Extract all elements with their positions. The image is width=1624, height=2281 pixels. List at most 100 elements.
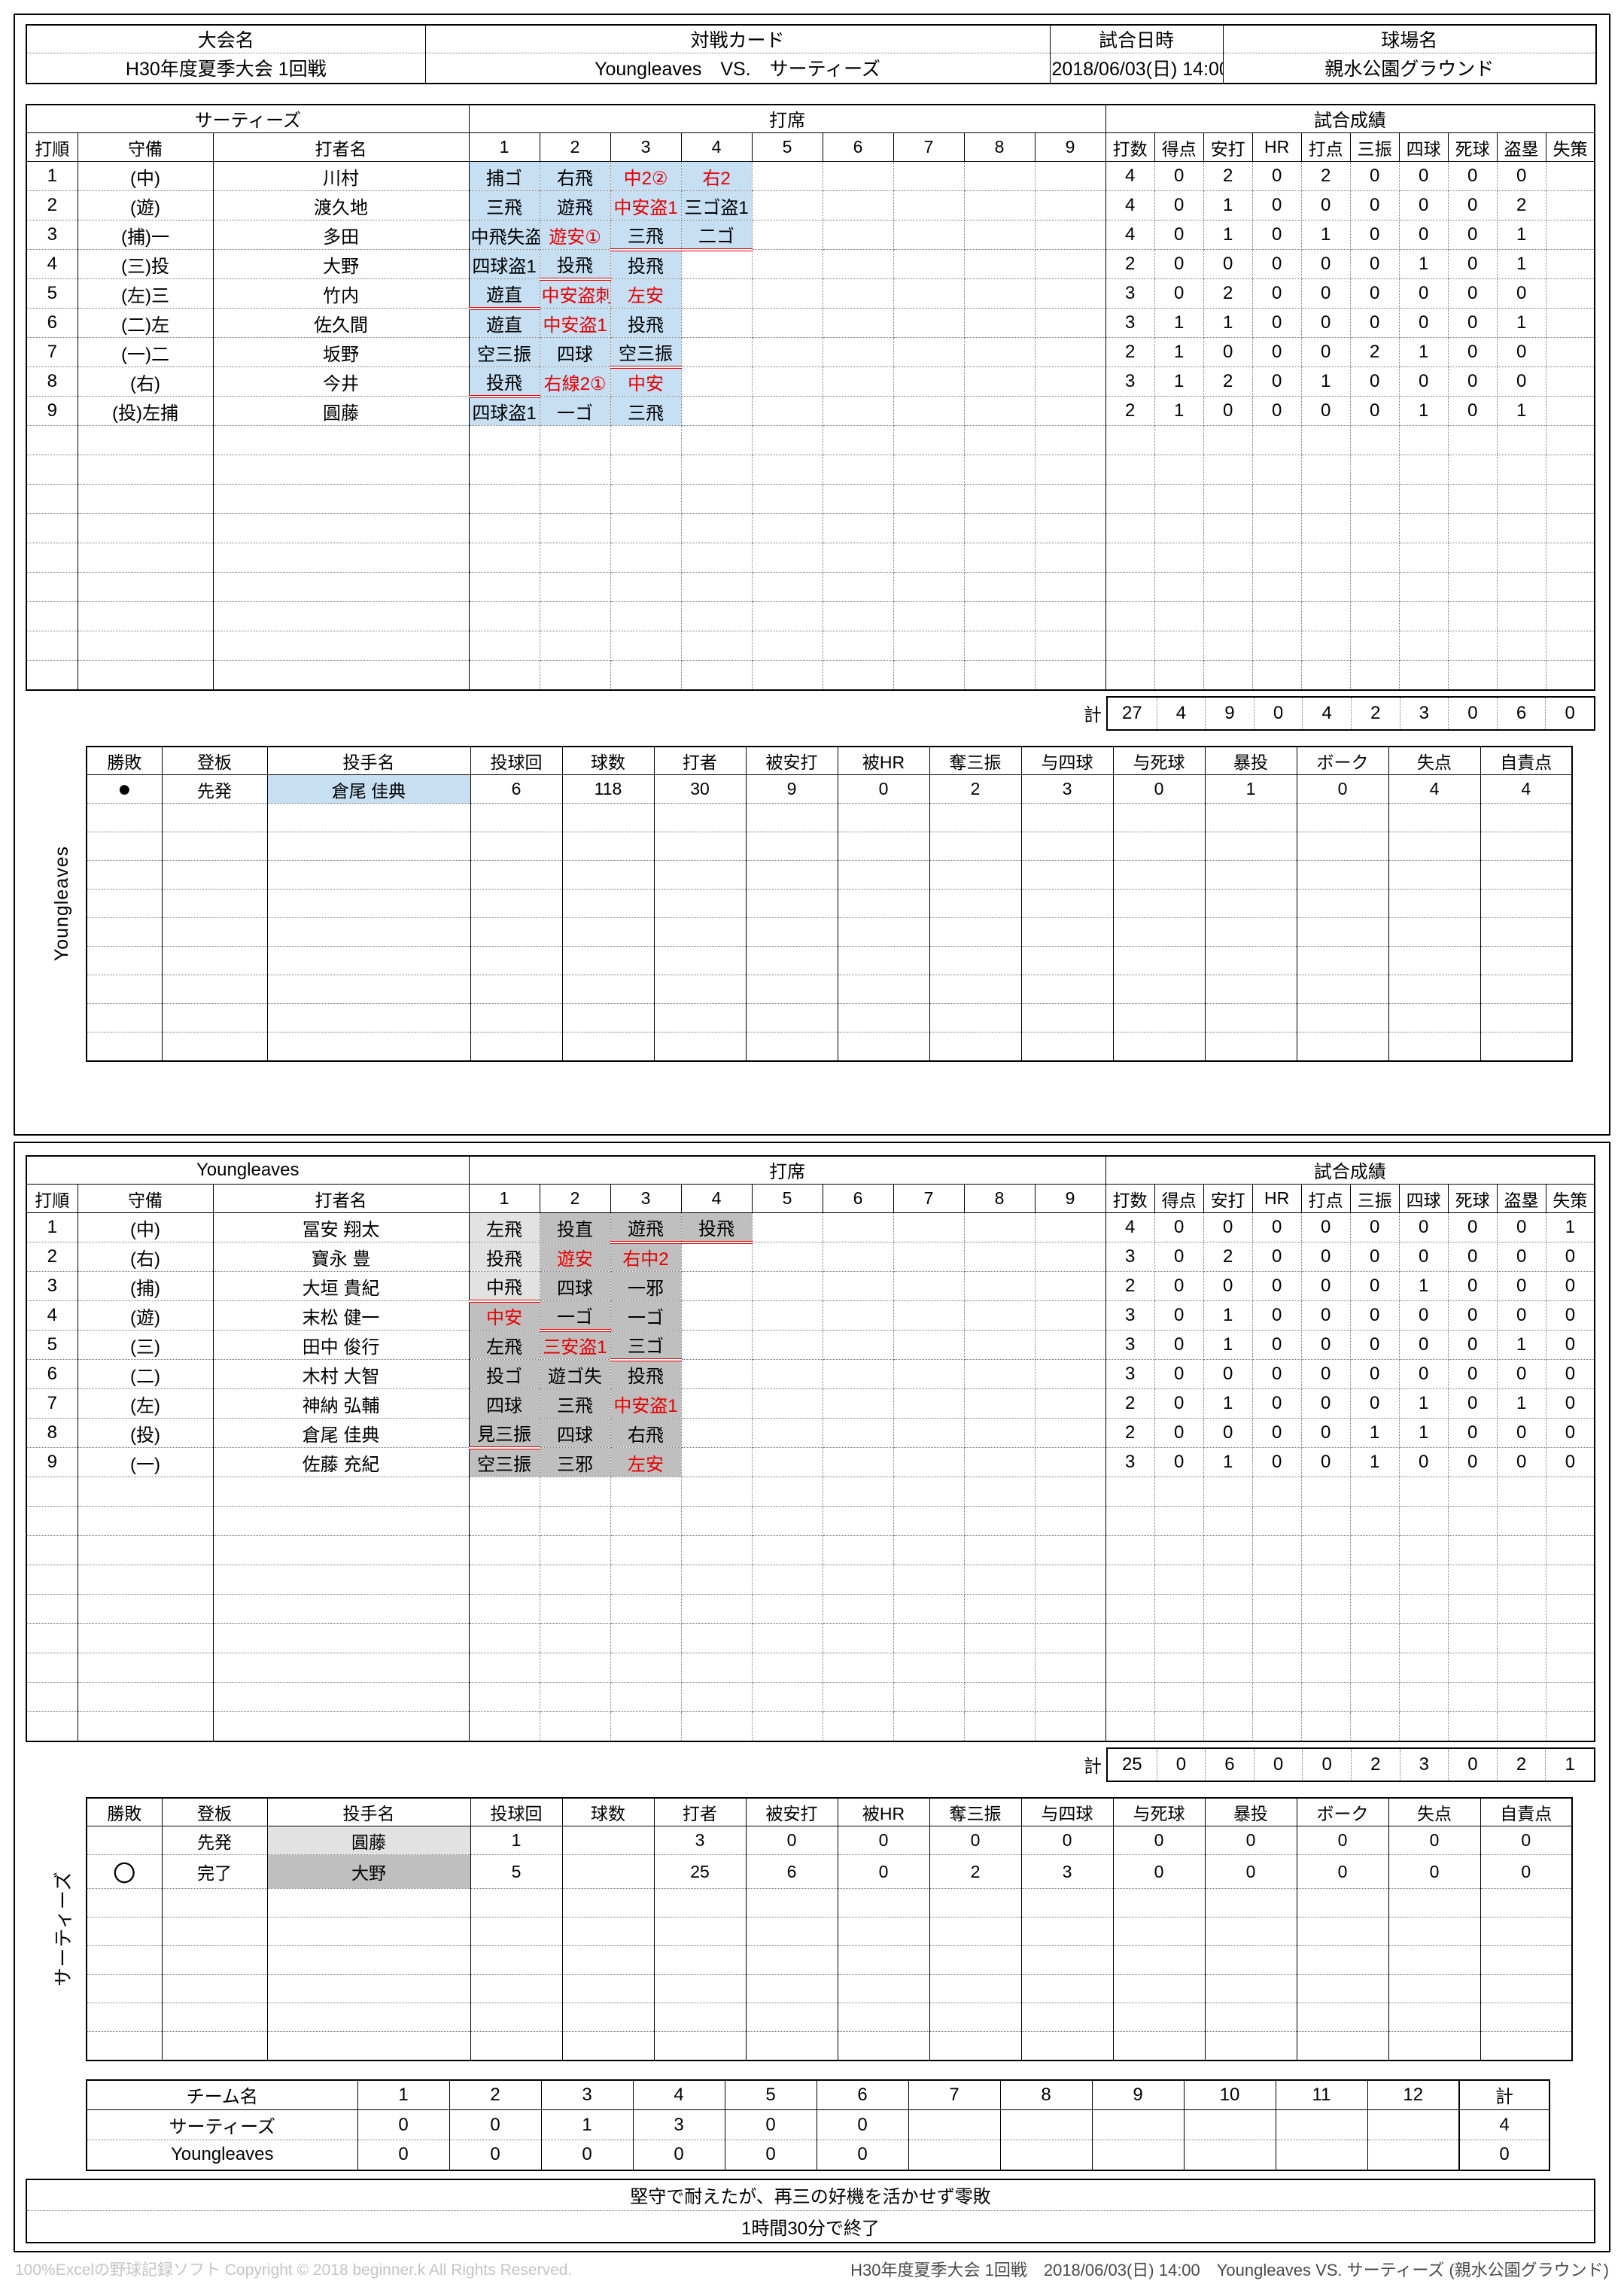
stat-col-header: 安打 (1203, 132, 1253, 162)
pitching-stat-cell (1204, 1945, 1297, 1975)
pitching-stat-cell (929, 946, 1021, 975)
stat-cell: 1 (1496, 249, 1546, 279)
pitching-stat-cell (837, 917, 929, 947)
pitching-stat-cell: 0 (1204, 1854, 1297, 1889)
at-bat-cell (539, 543, 611, 573)
pitching-stat-cell (561, 832, 654, 861)
stat-cell: 2 (1105, 337, 1155, 367)
pitcher-name-cell (266, 1888, 470, 1918)
at-bat-cell: 投ゴ (468, 1359, 540, 1389)
position-cell: (捕) (77, 1271, 214, 1301)
win-loss-cell (87, 1888, 162, 1918)
at-bat-cell (1034, 190, 1106, 220)
at-bat-cell (751, 1711, 823, 1741)
stat-cell: 4 (1105, 220, 1155, 250)
at-bat-cell (751, 161, 823, 191)
pitching-stat-cell (745, 1888, 838, 1918)
position-cell (77, 1477, 214, 1507)
position-cell: (右) (77, 1242, 214, 1272)
pitching-stat-cell (561, 2003, 654, 2032)
at-bat-cell (963, 543, 1036, 573)
inning-score-cell: 0 (449, 2140, 541, 2170)
stat-cell (1496, 1535, 1546, 1565)
at-bat-cell (963, 396, 1036, 426)
pitching-role-cell (161, 1003, 267, 1033)
at-bat-cell (893, 484, 965, 514)
at-bat-cell (1034, 601, 1106, 631)
position-cell (77, 513, 214, 543)
at-bat-cell (963, 1594, 1036, 1624)
at-bat-cell: 左安 (610, 1447, 682, 1477)
pitching-stat-cell (1296, 1003, 1388, 1033)
stat-cell (1545, 1711, 1595, 1741)
pitching-stat-cell: 0 (1020, 1826, 1113, 1855)
at-bat-cell (893, 1506, 965, 1536)
win-loss-cell (87, 1945, 162, 1975)
at-bat-cell (893, 220, 965, 250)
at-bat-cell (610, 1506, 682, 1536)
inning-score-cell (1183, 2109, 1276, 2140)
comment-box: 堅守で耐えたが、再三の好機を活かせず零敗 1時間30分で終了 (26, 2178, 1595, 2243)
at-bat-cell (539, 484, 611, 514)
stat-cell: 1 (1154, 308, 1204, 338)
inning-col-header: 9 (1034, 132, 1106, 162)
stat-cell: 1 (1154, 396, 1204, 426)
at-bat-cell (1034, 308, 1106, 338)
at-bat-cell (822, 601, 894, 631)
stat-col-header: 三振 (1349, 1184, 1400, 1213)
pitching-stat-cell (1204, 803, 1297, 832)
batter-name-cell: 大野 (212, 249, 470, 279)
pitching-stat-cell: 0 (1388, 1854, 1480, 1889)
stat-cell: 0 (1447, 1447, 1498, 1477)
stat-cell (1496, 1653, 1546, 1683)
pitching-stat-cell (837, 860, 929, 890)
pitching-stat-cell: 6 (470, 774, 562, 804)
at-bat-cell (468, 1711, 540, 1741)
batter-name-cell: 渡久地 (212, 190, 470, 220)
batter-name-cell (212, 1594, 470, 1624)
at-bat-cell (1034, 1594, 1106, 1624)
at-bat-cell (1034, 484, 1106, 514)
batter-name-cell (212, 1535, 470, 1565)
at-bat-cell (1034, 1506, 1106, 1536)
pitching-stat-cell (1112, 2031, 1205, 2061)
stat-cell (1496, 484, 1546, 514)
at-bat-cell (680, 1477, 753, 1507)
position-cell: (二)左 (77, 308, 214, 338)
batter-name-cell: 圓藤 (212, 396, 470, 426)
at-bat-cell (893, 1711, 965, 1741)
pitching-stat-cell: 0 (1112, 1826, 1205, 1855)
batting-order-cell (26, 1594, 78, 1624)
stat-cell: 0 (1300, 396, 1351, 426)
inning-number-header: 7 (908, 2079, 1000, 2110)
at-bat-cell (468, 543, 540, 573)
stat-col-header: 打点 (1300, 1184, 1351, 1213)
at-bat-cell: 一ゴ (539, 396, 611, 426)
stat-cell (1251, 1477, 1302, 1507)
stat-cell: 0 (1251, 1447, 1302, 1477)
pitching-stat-cell (1204, 975, 1297, 1004)
pitching-stat-cell (470, 1003, 562, 1033)
stat-cell: 0 (1154, 249, 1204, 279)
pitching-col-header: 奪三振 (929, 1797, 1021, 1826)
stat-cell: 2 (1105, 396, 1155, 426)
stat-cell (1154, 631, 1204, 661)
pitcher-name-cell (266, 1003, 470, 1033)
at-bat-cell (822, 1300, 894, 1331)
at-bat-cell: 投直 (539, 1212, 611, 1242)
pitching-stat-cell (470, 946, 562, 975)
at-bat-cell (893, 1418, 965, 1448)
stat-cell (1203, 1594, 1253, 1624)
stat-cell: 3 (1105, 366, 1155, 397)
stat-cell (1545, 278, 1595, 309)
inning-col-header: 1 (468, 1184, 540, 1213)
pitching-col-header: 被HR (837, 746, 929, 775)
pitching-role-cell (161, 803, 267, 832)
stat-cell: 1 (1203, 1300, 1253, 1331)
pitching-stat-cell (745, 889, 838, 918)
pitching-stat-cell (929, 803, 1021, 832)
stat-cell (1447, 1506, 1498, 1536)
inning-col-header: 7 (893, 132, 965, 162)
at-bat-cell: 中2② (610, 161, 682, 191)
inning-score-cell: 0 (357, 2109, 449, 2140)
